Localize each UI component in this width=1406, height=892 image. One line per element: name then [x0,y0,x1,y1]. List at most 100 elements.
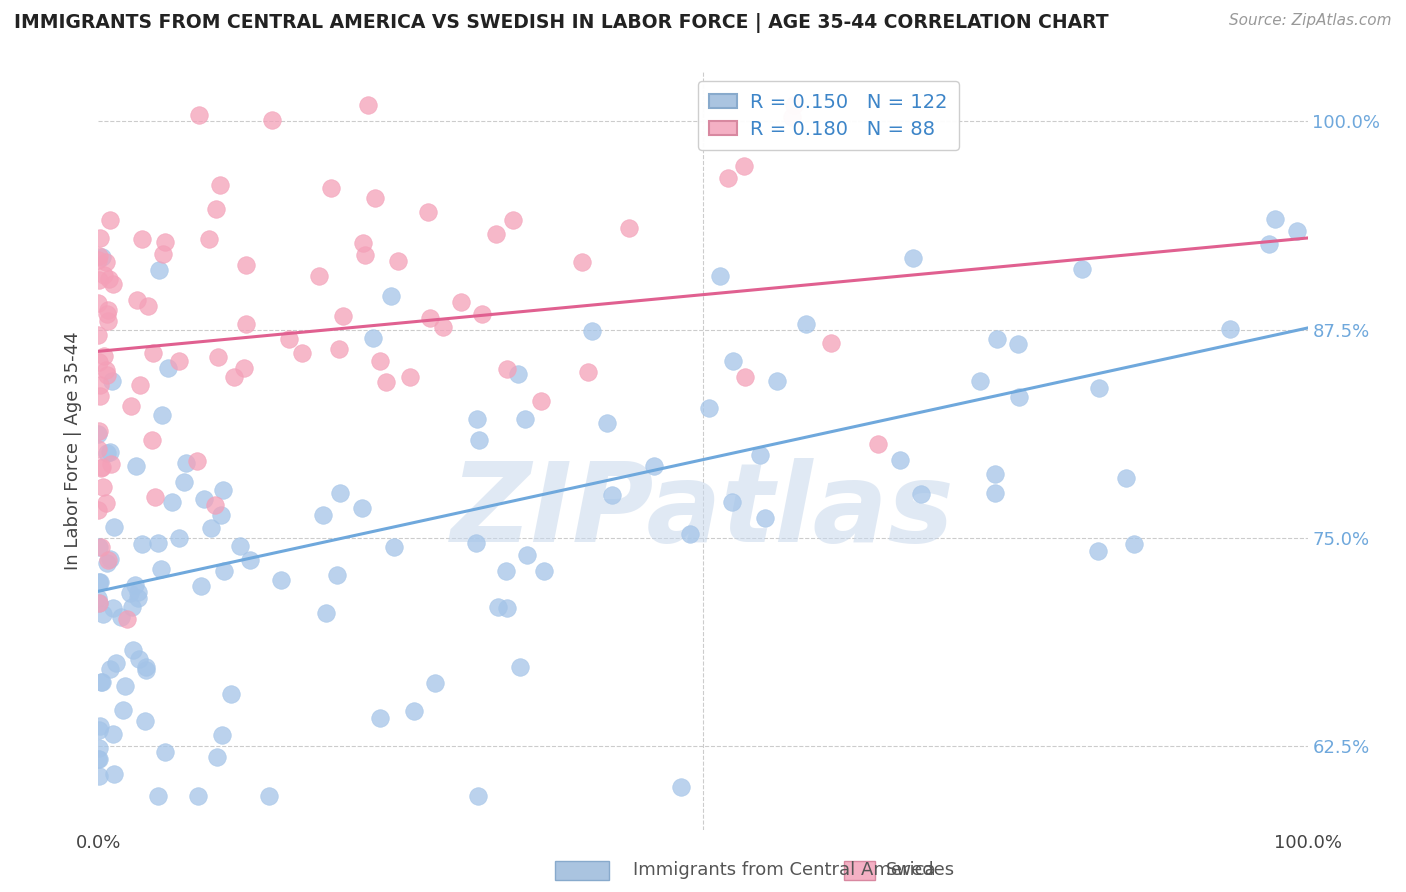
Point [1007,337,1029,351]
Point [89,540,111,554]
Point [502,212,524,227]
Point [153,745,176,759]
Point [450,295,472,310]
Point [131,232,153,246]
Point [110,609,132,624]
Point [205,750,228,764]
Point [148,263,170,277]
Point [235,317,257,331]
Point [270,573,292,587]
Point [312,508,335,523]
Point [89,377,111,392]
Point [257,789,280,804]
Point [399,370,422,384]
Point [87,723,110,737]
Point [205,202,228,216]
Point [135,660,157,674]
Point [1071,262,1094,277]
Point [1122,537,1144,551]
Point [101,277,124,291]
Point [103,520,125,534]
Point [141,434,163,448]
Point [93,607,115,621]
Point [910,487,932,501]
Point [135,663,157,677]
Point [969,374,991,388]
Point [186,453,208,467]
Point [1115,471,1137,485]
Point [868,437,890,451]
Point [278,332,301,346]
Point [87,249,110,263]
Point [131,537,153,551]
Point [709,268,731,283]
Point [129,378,152,392]
Point [495,564,517,578]
Point [486,600,509,615]
Point [720,495,742,509]
Point [90,461,112,475]
Point [467,433,489,447]
Point [87,752,110,766]
Point [100,458,122,472]
Point [749,448,772,462]
Text: Swedes: Swedes [886,861,955,879]
Point [93,349,115,363]
Point [485,227,508,241]
Point [173,475,195,490]
Point [87,503,110,517]
Point [187,789,209,804]
Text: ZIPatlas: ZIPatlas [451,458,955,565]
Point [114,679,136,693]
Point [754,510,776,524]
Point [717,171,740,186]
Point [209,508,232,523]
Point [87,427,110,442]
Point [643,458,665,473]
Text: Immigrants from Central America: Immigrants from Central America [633,861,935,879]
Point [219,687,242,701]
Point [669,780,692,794]
Point [136,299,159,313]
Point [496,361,519,376]
Point [368,710,391,724]
Point [619,221,641,235]
Point [387,254,409,268]
Point [576,366,599,380]
Point [382,541,405,555]
Point [89,719,111,733]
Point [361,331,384,345]
Point [160,495,183,509]
Point [380,289,402,303]
Point [464,535,486,549]
Point [187,108,209,122]
Point [127,585,149,599]
Point [467,789,489,804]
Point [190,579,212,593]
Point [98,445,121,459]
Point [89,389,111,403]
Point [733,159,755,173]
Point [152,247,174,261]
Point [87,741,110,756]
Text: Source: ZipAtlas.com: Source: ZipAtlas.com [1229,13,1392,29]
Point [204,499,226,513]
Point [198,232,221,246]
Point [96,556,118,570]
Point [571,254,593,268]
Point [353,248,375,262]
Point [91,459,114,474]
Legend: R = 0.150   N = 122, R = 0.180   N = 88: R = 0.150 N = 122, R = 0.180 N = 88 [697,81,959,150]
Point [87,273,110,287]
Point [425,676,447,690]
Point [515,411,537,425]
Point [780,110,803,124]
Point [471,307,494,321]
Point [94,363,117,377]
Point [1087,381,1109,395]
Point [96,496,118,510]
Point [530,394,553,409]
Point [1285,224,1308,238]
Point [167,531,190,545]
Point [319,181,342,195]
